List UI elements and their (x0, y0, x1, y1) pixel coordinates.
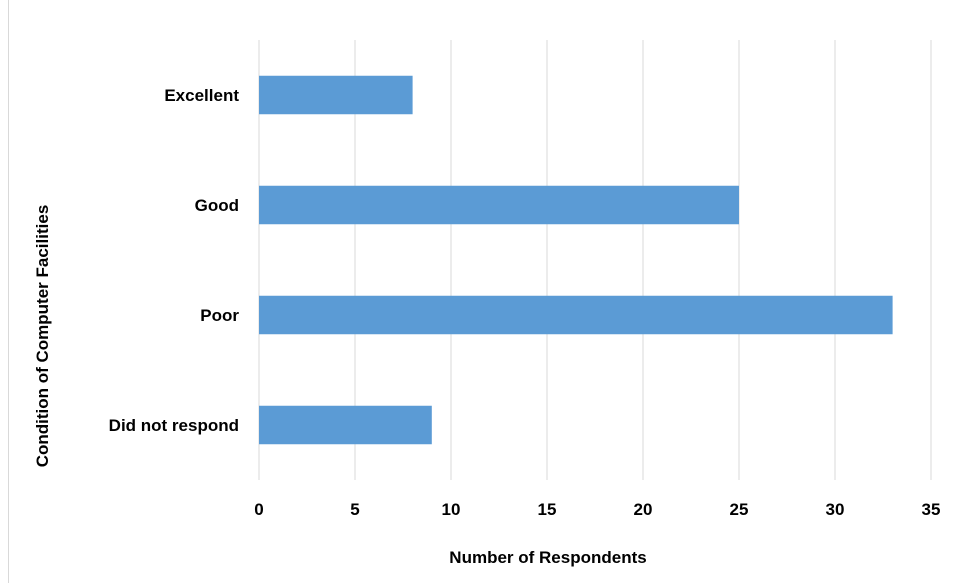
category-label-good: Good (195, 196, 239, 215)
bar-excellent (259, 75, 413, 115)
x-tick-label-35: 35 (922, 500, 941, 519)
x-tick-label-0: 0 (254, 500, 263, 519)
category-labels: Excellent Good Poor Did not respond (109, 86, 240, 435)
x-tick-label-5: 5 (350, 500, 359, 519)
category-label-excellent: Excellent (164, 86, 239, 105)
y-axis-label: Condition of Computer Facilities (33, 205, 52, 468)
x-tick-label-15: 15 (538, 500, 557, 519)
bars (259, 75, 893, 445)
frame-border (8, 0, 9, 583)
x-tick-label-10: 10 (442, 500, 461, 519)
bar-did-not-respond (259, 405, 432, 445)
x-tick-label-25: 25 (730, 500, 749, 519)
x-tick-label-20: 20 (634, 500, 653, 519)
bar-poor (259, 295, 893, 335)
category-label-did-not-respond: Did not respond (109, 416, 239, 435)
x-tick-labels: 0 5 10 15 20 25 30 35 (254, 500, 940, 519)
category-label-poor: Poor (200, 306, 239, 325)
x-axis-label: Number of Respondents (449, 548, 646, 567)
x-tick-label-30: 30 (826, 500, 845, 519)
bar-good (259, 185, 739, 225)
